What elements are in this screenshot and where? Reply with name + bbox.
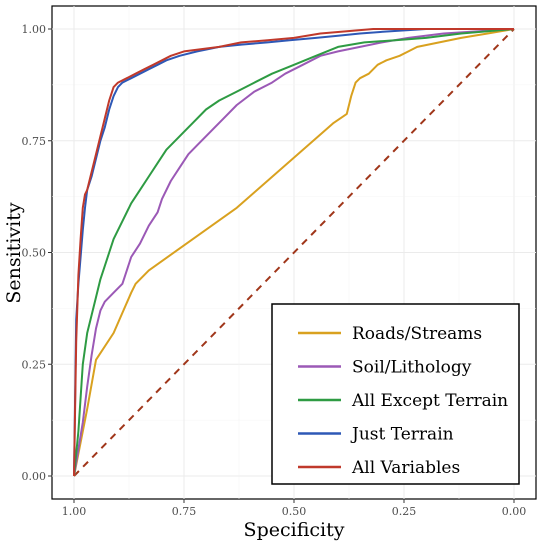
y-tick-label: 0.25 [22,358,47,371]
legend-label-1: Soil/Lithology [352,358,472,378]
legend: Roads/Streams Soil/Lithology All Except Te… [271,303,520,485]
diagonal-line [73,28,515,477]
legend-label-0: Roads/Streams [352,324,482,344]
x-tick-label: 0.25 [392,505,417,518]
x-tick-label: 0.75 [172,505,197,518]
y-axis-title: Sensitivity [3,202,25,303]
x-tick-label: 1.00 [62,505,87,518]
y-tick-label: 0.75 [22,135,47,148]
y-tick-label: 0.50 [22,247,47,260]
legend-label-3: Just Terrain [350,425,454,445]
axis-ticks: 1.00 0.75 0.50 0.25 0.00 0.00 0.25 0.50 0.75 1.00 [22,23,527,518]
series-lines [73,28,515,477]
series-line-4 [73,28,514,477]
series-line-1 [73,28,515,477]
x-tick-label: 0.50 [282,505,307,518]
series-line-0 [73,28,515,477]
x-axis-title: Specificity [244,519,345,541]
y-tick-label: 1.00 [22,23,47,36]
y-tick-label: 0.00 [22,470,47,483]
x-tick-label: 0.00 [502,505,527,518]
legend-label-4: All Variables [351,458,460,478]
series-line-3 [73,28,514,477]
legend-label-2: All Except Terrain [351,391,508,411]
series-line-2 [73,28,515,477]
diagonal-reference [73,28,515,477]
